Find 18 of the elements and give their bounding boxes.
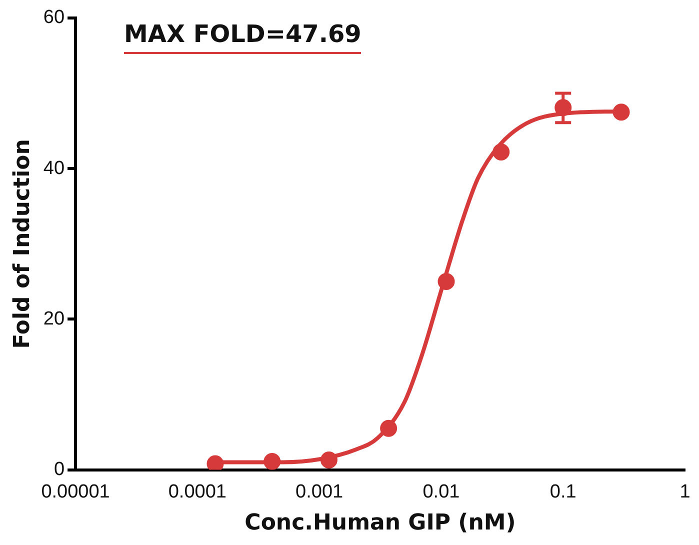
y-tick-label: 20 bbox=[43, 308, 65, 330]
point bbox=[612, 104, 630, 121]
point bbox=[380, 420, 398, 437]
y-axis-title: Fold of Induction bbox=[10, 139, 35, 349]
x-tick-label: 0.001 bbox=[296, 481, 344, 502]
point bbox=[206, 455, 224, 470]
point bbox=[438, 273, 455, 290]
y-tick-label: 60 bbox=[43, 7, 65, 28]
x-tick-label: 0.0001 bbox=[168, 481, 226, 502]
y-tick-label: 40 bbox=[43, 158, 65, 179]
x-tick-label: 0.01 bbox=[422, 481, 460, 502]
x-tick-label: 1 bbox=[680, 481, 690, 502]
x-tick-label: 0.00001 bbox=[41, 481, 110, 502]
x-tick-label: 0.1 bbox=[550, 481, 576, 502]
annotation: MAX FOLD=47.69 bbox=[124, 20, 362, 54]
point bbox=[264, 453, 281, 470]
x-axis-title: Conc.Human GIP (nM) bbox=[244, 510, 516, 536]
y-tick-label: 0 bbox=[54, 459, 65, 480]
